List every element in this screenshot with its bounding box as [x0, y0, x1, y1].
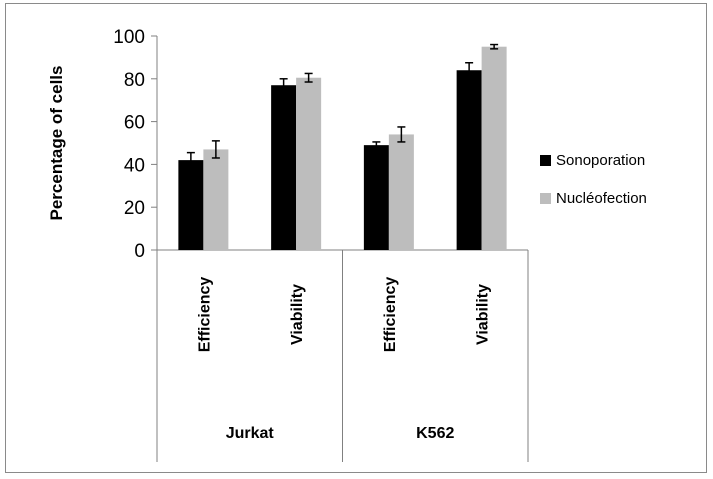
legend-swatch — [540, 193, 551, 204]
legend-label: Nucléofection — [556, 190, 647, 207]
x-category-label: Efficiency — [382, 277, 399, 353]
legend-label: Sonoporation — [556, 152, 645, 169]
y-tick-label: 100 — [113, 27, 145, 48]
y-tick-label: 80 — [124, 70, 145, 91]
bar — [203, 149, 229, 250]
x-category-label: Viability — [475, 284, 492, 345]
x-category-label: Viability — [289, 284, 306, 345]
y-tick-label: 20 — [124, 198, 145, 219]
bar — [271, 85, 297, 250]
bars — [178, 43, 507, 251]
y-axis-label: Percentage of cells — [47, 66, 66, 221]
bar — [363, 145, 389, 250]
bar — [456, 70, 482, 251]
legend-swatch — [540, 155, 551, 166]
legend: Sonoporation Nucléofection — [540, 152, 647, 207]
y-tick-label: 60 — [124, 113, 145, 134]
x-group-label: Jurkat — [226, 425, 275, 442]
labels: Percentage of cells Efficiency Viability Ef… — [47, 66, 492, 442]
bar — [481, 46, 507, 251]
bar — [388, 134, 414, 250]
y-tick-label: 0 — [134, 241, 145, 262]
bar — [178, 160, 204, 250]
x-category-label: Efficiency — [196, 277, 213, 353]
chart-frame — [5, 3, 707, 473]
bar — [296, 77, 322, 250]
y-tick-label: 40 — [124, 155, 145, 176]
x-group-label: K562 — [416, 425, 454, 442]
